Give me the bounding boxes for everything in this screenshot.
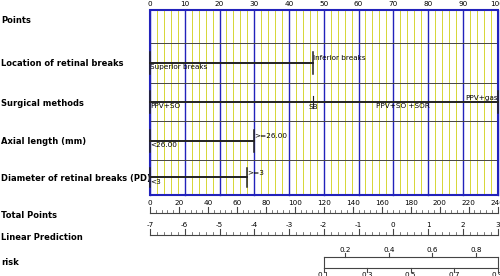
- Text: SB: SB: [308, 104, 318, 110]
- Text: 0: 0: [391, 222, 396, 228]
- Text: Points: Points: [1, 16, 31, 25]
- Text: 70: 70: [388, 1, 398, 7]
- Text: 140: 140: [346, 200, 360, 206]
- Text: 0.2: 0.2: [340, 246, 351, 253]
- Text: 100: 100: [288, 200, 302, 206]
- Bar: [150, 10, 498, 195]
- Text: 3: 3: [495, 222, 500, 228]
- Text: Surgical methods: Surgical methods: [1, 99, 84, 108]
- Text: >=3: >=3: [248, 170, 264, 176]
- Text: -2: -2: [320, 222, 328, 228]
- Text: 100: 100: [490, 1, 500, 7]
- Text: risk: risk: [1, 258, 19, 267]
- Text: Linear Prediction: Linear Prediction: [1, 233, 83, 242]
- Text: 80: 80: [424, 1, 432, 7]
- Text: Superior breaks: Superior breaks: [150, 64, 208, 70]
- Text: 120: 120: [317, 200, 330, 206]
- Text: 90: 90: [458, 1, 468, 7]
- Text: Diameter of retinal breaks (PD): Diameter of retinal breaks (PD): [1, 174, 151, 182]
- Text: 1: 1: [426, 222, 430, 228]
- Text: 0: 0: [148, 200, 152, 206]
- Text: 20: 20: [174, 200, 184, 206]
- Text: 40: 40: [284, 1, 294, 7]
- Text: 30: 30: [250, 1, 259, 7]
- Text: 160: 160: [374, 200, 388, 206]
- Text: 0: 0: [148, 1, 152, 7]
- Text: 240: 240: [490, 200, 500, 206]
- Text: PPV+SO: PPV+SO: [150, 104, 180, 110]
- Text: -5: -5: [216, 222, 223, 228]
- Text: 0.9: 0.9: [492, 272, 500, 276]
- Text: 0.8: 0.8: [470, 246, 482, 253]
- Text: >=26.00: >=26.00: [254, 133, 287, 139]
- Text: -4: -4: [250, 222, 258, 228]
- Text: 0.7: 0.7: [448, 272, 460, 276]
- Text: 50: 50: [319, 1, 328, 7]
- Text: 60: 60: [354, 1, 363, 7]
- Text: Axial length (mm): Axial length (mm): [1, 137, 86, 146]
- Text: 60: 60: [232, 200, 241, 206]
- Text: 0.3: 0.3: [362, 272, 373, 276]
- Text: PPV+gas: PPV+gas: [465, 95, 498, 101]
- Text: 2: 2: [460, 222, 465, 228]
- Text: -1: -1: [355, 222, 362, 228]
- Text: 0.5: 0.5: [405, 272, 416, 276]
- Text: Total Points: Total Points: [1, 211, 57, 220]
- Text: 0.1: 0.1: [318, 272, 330, 276]
- Text: <26.00: <26.00: [150, 142, 177, 148]
- Text: -3: -3: [286, 222, 292, 228]
- Text: 0.4: 0.4: [383, 246, 394, 253]
- Text: 220: 220: [462, 200, 475, 206]
- Text: 20: 20: [215, 1, 224, 7]
- Text: 180: 180: [404, 200, 417, 206]
- Text: 80: 80: [261, 200, 270, 206]
- Text: 40: 40: [204, 200, 212, 206]
- Text: -6: -6: [181, 222, 188, 228]
- Text: 200: 200: [432, 200, 446, 206]
- Text: 0.6: 0.6: [426, 246, 438, 253]
- Text: Location of retinal breaks: Location of retinal breaks: [1, 59, 124, 68]
- Text: Inferior breaks: Inferior breaks: [314, 55, 366, 62]
- Text: 10: 10: [180, 1, 190, 7]
- Text: <3: <3: [150, 179, 161, 185]
- Text: -7: -7: [146, 222, 154, 228]
- Text: PPV+SO +SOR: PPV+SO +SOR: [376, 104, 430, 110]
